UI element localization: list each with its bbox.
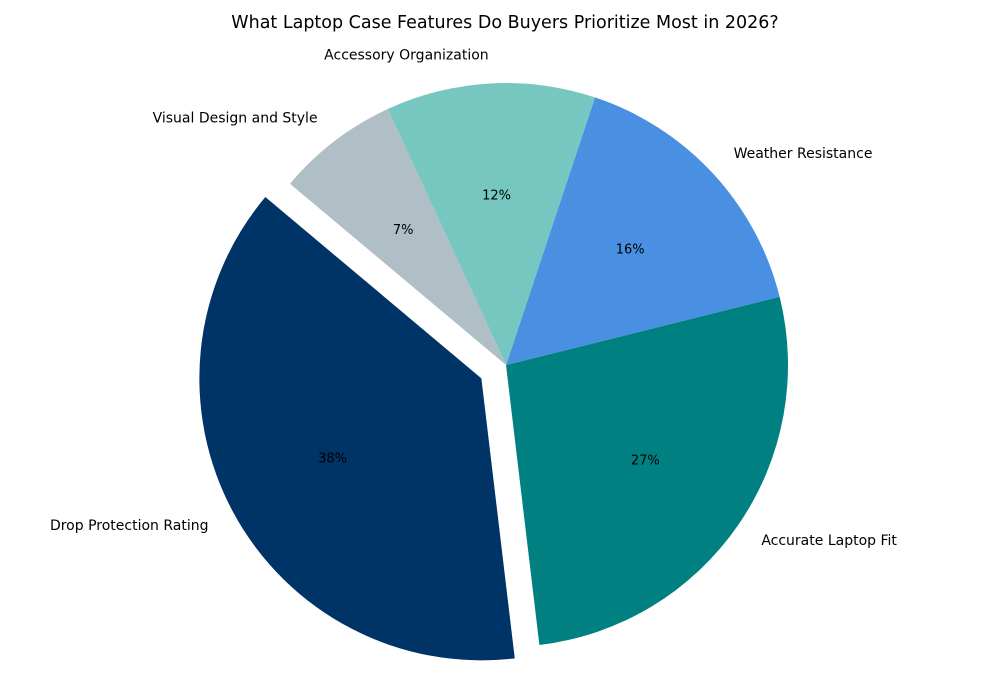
pie-slice-accessory-organization [387, 83, 596, 366]
category-label-visual-design-and-style: Visual Design and Style [153, 111, 318, 127]
pie-slice-visual-design-and-style [289, 109, 506, 366]
value-label-accurate-laptop-fit: 27% [631, 454, 660, 469]
category-label-weather-resistance: Weather Resistance [734, 146, 873, 162]
value-label-drop-protection-rating: 38% [318, 451, 347, 466]
pie-slices [199, 83, 788, 661]
value-label-weather-resistance: 16% [616, 243, 645, 258]
pie-labels: 38% Drop Protection Rating 27% Accurate Lap… [50, 47, 897, 549]
value-label-accessory-organization: 12% [482, 189, 511, 204]
pie-slice-drop-protection-rating [199, 197, 515, 661]
category-label-accurate-laptop-fit: Accurate Laptop Fit [761, 533, 897, 549]
category-label-accessory-organization: Accessory Organization [324, 47, 489, 63]
category-label-drop-protection-rating: Drop Protection Rating [50, 518, 209, 534]
chart-title: What Laptop Case Features Do Buyers Prio… [231, 13, 778, 33]
pie-slice-accurate-laptop-fit [506, 296, 788, 646]
value-label-visual-design-and-style: 7% [393, 223, 414, 238]
pie-slice-weather-resistance [506, 97, 780, 365]
